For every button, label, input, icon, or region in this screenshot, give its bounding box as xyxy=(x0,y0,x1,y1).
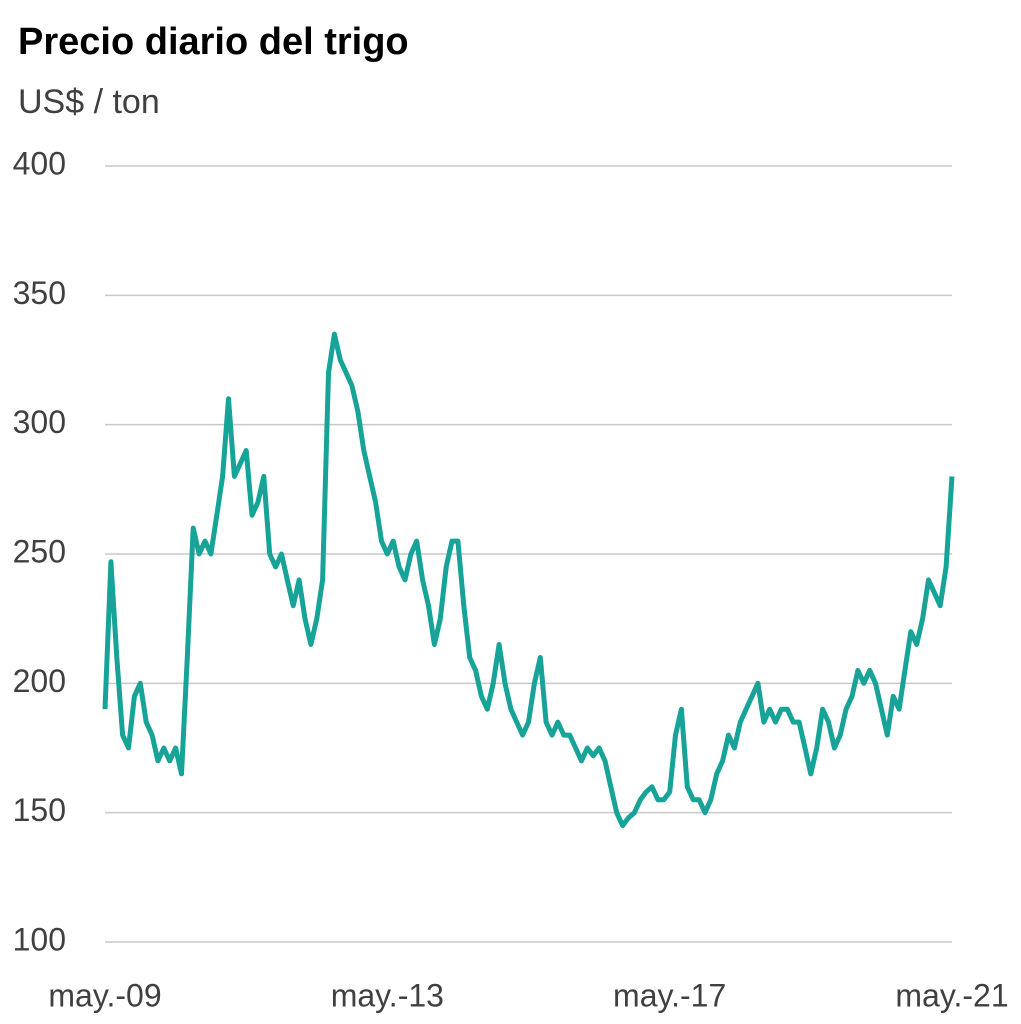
price-line xyxy=(102,331,955,829)
y-tick-label: 400 xyxy=(13,145,66,181)
y-tick-label: 200 xyxy=(13,663,66,699)
chart-title: Precio diario del trigo xyxy=(18,21,409,63)
y-tick-label: 150 xyxy=(13,792,66,828)
y-tick-label: 350 xyxy=(13,275,66,311)
y-tick-label: 250 xyxy=(13,533,66,569)
x-tick-label: may.-21 xyxy=(895,977,1008,1013)
y-tick-label: 100 xyxy=(13,921,66,957)
x-tick-label: may.-09 xyxy=(48,977,161,1013)
x-tick-label: may.-13 xyxy=(331,977,444,1013)
chart-subtitle: US$ / ton xyxy=(18,83,160,121)
x-tick-label: may.-17 xyxy=(613,977,726,1013)
y-tick-label: 300 xyxy=(13,404,66,440)
